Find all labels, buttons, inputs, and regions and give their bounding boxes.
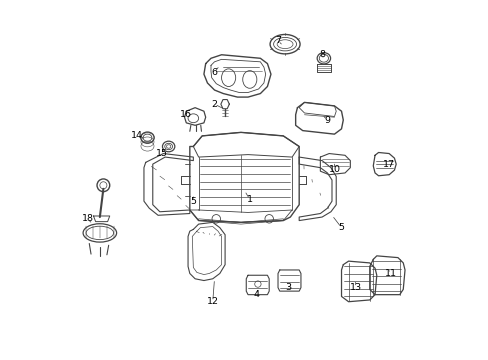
Text: 1: 1 (246, 195, 252, 204)
Text: 17: 17 (383, 159, 394, 168)
Text: 9: 9 (324, 116, 330, 125)
Text: 16: 16 (180, 110, 192, 119)
Text: 3: 3 (285, 283, 291, 292)
Text: 2: 2 (211, 100, 217, 109)
Text: 15: 15 (155, 149, 167, 158)
Text: 12: 12 (206, 297, 218, 306)
Text: 5: 5 (338, 223, 344, 232)
Text: 8: 8 (319, 50, 325, 59)
Text: 7: 7 (274, 36, 281, 45)
Text: 13: 13 (349, 283, 361, 292)
Text: 5: 5 (190, 197, 196, 206)
Text: 18: 18 (81, 214, 93, 223)
Text: 6: 6 (211, 68, 217, 77)
Text: 4: 4 (253, 290, 259, 299)
Text: 11: 11 (384, 269, 396, 278)
Text: 14: 14 (131, 131, 142, 140)
Text: 10: 10 (328, 165, 340, 174)
